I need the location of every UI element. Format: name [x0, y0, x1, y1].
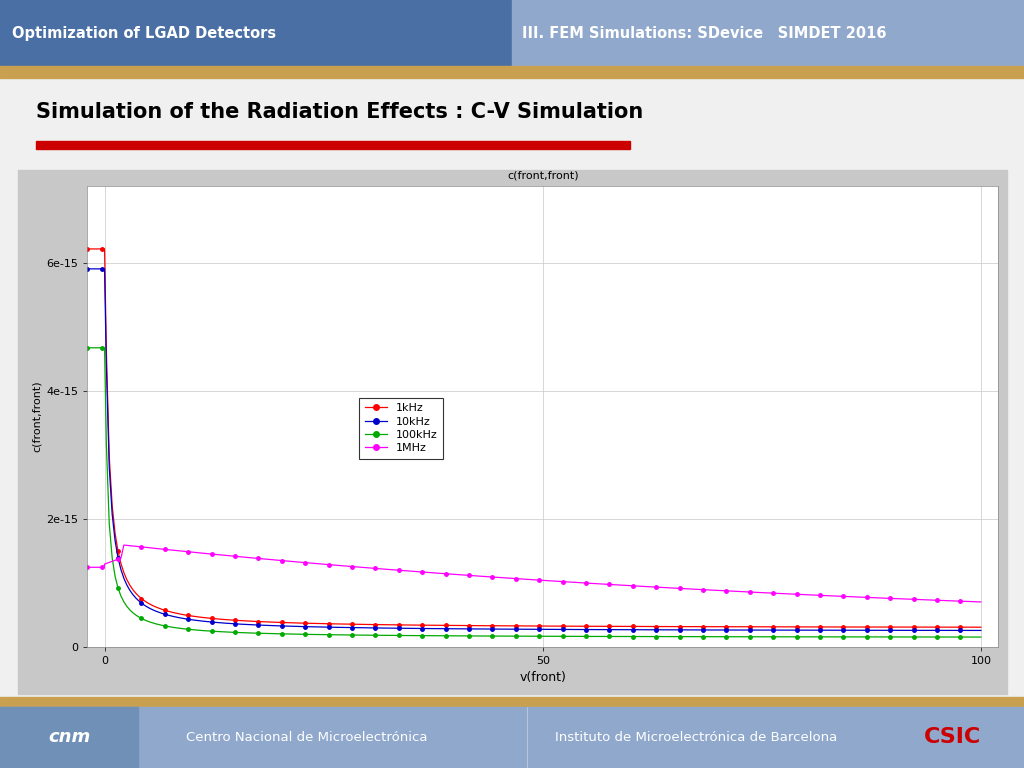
1MHz — [290, 558, 302, 567]
100kHz — [285, 630, 297, 639]
10kHz — [638, 625, 650, 634]
1kHz — [288, 618, 300, 627]
10kHz — [413, 624, 425, 633]
1kHz — [975, 623, 987, 632]
100kHz — [556, 632, 568, 641]
1MHz — [416, 568, 428, 577]
Bar — [512, 0, 1024, 66]
1kHz — [115, 559, 127, 568]
Text: Optimization of LGAD Detectors: Optimization of LGAD Detectors — [12, 25, 276, 41]
10kHz — [81, 264, 93, 273]
10kHz — [288, 622, 300, 631]
1MHz — [115, 554, 127, 563]
Line: 1kHz: 1kHz — [85, 247, 983, 629]
100kHz — [115, 591, 127, 601]
Bar — [0, 0, 512, 66]
1kHz — [81, 244, 93, 253]
Legend: 1kHz, 10kHz, 100kHz, 1MHz: 1kHz, 10kHz, 100kHz, 1MHz — [359, 398, 443, 458]
1kHz — [638, 622, 650, 631]
Y-axis label: c(front,front): c(front,front) — [32, 381, 42, 452]
Title: c(front,front): c(front,front) — [507, 171, 579, 181]
1kHz — [285, 618, 297, 627]
1kHz — [413, 621, 425, 630]
Bar — [36, 141, 630, 149]
10kHz — [975, 626, 987, 635]
X-axis label: v(front): v(front) — [519, 670, 566, 684]
100kHz — [975, 633, 987, 642]
1MHz — [118, 541, 130, 550]
Text: Simulation of the Radiation Effects : C-V Simulation: Simulation of the Radiation Effects : C-… — [36, 102, 643, 122]
Text: III. FEM Simulations: SDevice SIMDET 2016: III. FEM Simulations: SDevice SIMDET 201… — [522, 25, 887, 41]
Text: Centro Nacional de Microelectrónica: Centro Nacional de Microelectrónica — [186, 731, 428, 743]
10kHz — [556, 625, 568, 634]
1MHz — [81, 563, 93, 572]
Text: CSIC: CSIC — [924, 727, 981, 747]
100kHz — [81, 343, 93, 353]
100kHz — [413, 631, 425, 641]
1MHz — [641, 582, 653, 591]
1MHz — [288, 557, 300, 566]
1MHz — [559, 578, 571, 587]
10kHz — [285, 621, 297, 631]
Bar — [0, 707, 138, 768]
10kHz — [115, 565, 127, 574]
Line: 1MHz: 1MHz — [85, 543, 983, 604]
100kHz — [638, 632, 650, 641]
Line: 10kHz: 10kHz — [85, 267, 983, 632]
Text: cnm: cnm — [48, 728, 91, 746]
Line: 100kHz: 100kHz — [85, 346, 983, 639]
1kHz — [556, 621, 568, 631]
1MHz — [975, 598, 987, 607]
Text: Instituto de Microelectrónica de Barcelona: Instituto de Microelectrónica de Barcelo… — [555, 731, 838, 743]
100kHz — [288, 630, 300, 639]
